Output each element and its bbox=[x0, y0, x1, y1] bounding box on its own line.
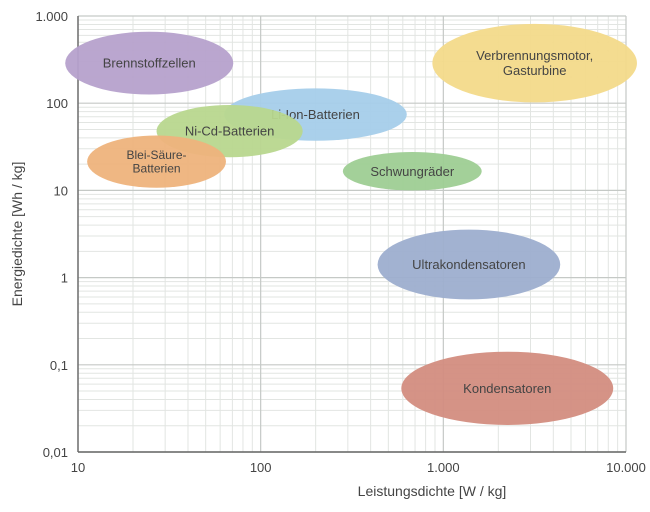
y-tick-label: 0,1 bbox=[50, 358, 68, 373]
bubble-label: Brennstoffzellen bbox=[103, 56, 196, 71]
y-tick-label: 0,01 bbox=[43, 445, 68, 460]
bubble-label: Kondensatoren bbox=[463, 381, 551, 396]
bubble-label: Verbrennungsmotor, bbox=[476, 48, 593, 63]
y-tick-label: 1.000 bbox=[35, 9, 68, 24]
y-tick-label: 10 bbox=[54, 183, 68, 198]
bubble-verbrennungsmotor: Verbrennungsmotor,Gasturbine bbox=[432, 24, 637, 102]
bubble-kondensatoren: Kondensatoren bbox=[401, 352, 613, 425]
bubble-label: Blei-Säure- bbox=[127, 148, 187, 162]
x-tick-label: 10 bbox=[71, 460, 85, 475]
bubble-brennstoffzellen: Brennstoffzellen bbox=[65, 32, 233, 95]
ragone-chart: 10 100 1.000 10.000 0,01 0,1 1 10 100 1.000 Leistu… bbox=[0, 0, 650, 507]
x-tick-label: 100 bbox=[250, 460, 272, 475]
bubble-label: Ni-Cd-Batterien bbox=[185, 124, 275, 139]
x-axis-title: Leistungsdichte [W / kg] bbox=[358, 483, 507, 499]
bubble-ultrakondensatoren: Ultrakondensatoren bbox=[378, 230, 561, 300]
y-axis-title: Energiedichte [Wh / kg] bbox=[9, 162, 25, 307]
y-tick-label: 1 bbox=[61, 271, 68, 286]
x-tick-label: 1.000 bbox=[427, 460, 460, 475]
bubble-blei-saeure: Blei-Säure-Batterien bbox=[87, 135, 226, 187]
bubble-label: Schwungräder bbox=[370, 164, 454, 179]
x-tick-label: 10.000 bbox=[606, 460, 646, 475]
bubble-label: Batterien bbox=[133, 162, 181, 176]
bubble-label: Gasturbine bbox=[503, 63, 567, 78]
bubble-label: Ultrakondensatoren bbox=[412, 257, 525, 272]
y-tick-label: 100 bbox=[46, 96, 68, 111]
bubble-schwungraeder: Schwungräder bbox=[343, 152, 482, 190]
